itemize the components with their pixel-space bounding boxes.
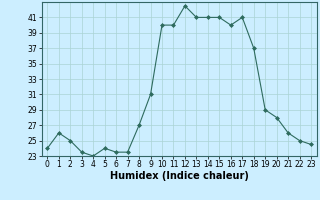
X-axis label: Humidex (Indice chaleur): Humidex (Indice chaleur) — [110, 171, 249, 181]
